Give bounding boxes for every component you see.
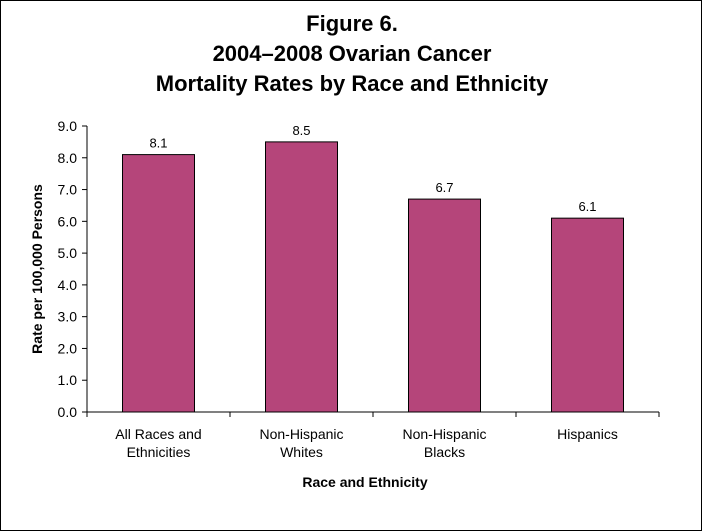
bar (265, 141, 338, 413)
y-tick-label: 2.0 (58, 340, 78, 356)
bar (551, 217, 624, 413)
x-category-label: All Races and (115, 426, 201, 442)
y-tick-label: 9.0 (58, 118, 78, 134)
bar-value-label: 8.5 (292, 123, 310, 138)
x-category-label: Ethnicities (127, 444, 191, 460)
y-tick-label: 7.0 (58, 182, 78, 198)
y-tick-label: 0.0 (58, 404, 78, 420)
bar (408, 198, 481, 413)
y-tick-label: 3.0 (58, 309, 78, 325)
x-category-label: Non-Hispanic (402, 426, 486, 442)
bar (122, 154, 195, 413)
bar-value-label: 6.1 (578, 199, 596, 214)
bar-value-label: 6.7 (435, 180, 453, 195)
y-tick-label: 6.0 (58, 213, 78, 229)
x-category-label: Non-Hispanic (259, 426, 343, 442)
x-category-label: Blacks (424, 444, 465, 460)
y-tick-label: 5.0 (58, 245, 78, 261)
x-category-label: Whites (280, 444, 323, 460)
chart-title-line-1: Figure 6. (306, 11, 398, 36)
chart-title-line-3: Mortality Rates by Race and Ethnicity (155, 71, 549, 96)
chart-title-line-2: 2004–2008 Ovarian Cancer (212, 41, 492, 66)
y-tick-label: 8.0 (58, 150, 78, 166)
x-category-label: Hispanics (557, 426, 618, 442)
y-axis-title: Rate per 100,000 Persons (29, 184, 45, 354)
y-tick-label: 1.0 (58, 372, 78, 388)
x-axis-title: Race and Ethnicity (302, 474, 427, 490)
bar-value-label: 8.1 (149, 136, 167, 151)
y-tick-label: 4.0 (58, 277, 78, 293)
